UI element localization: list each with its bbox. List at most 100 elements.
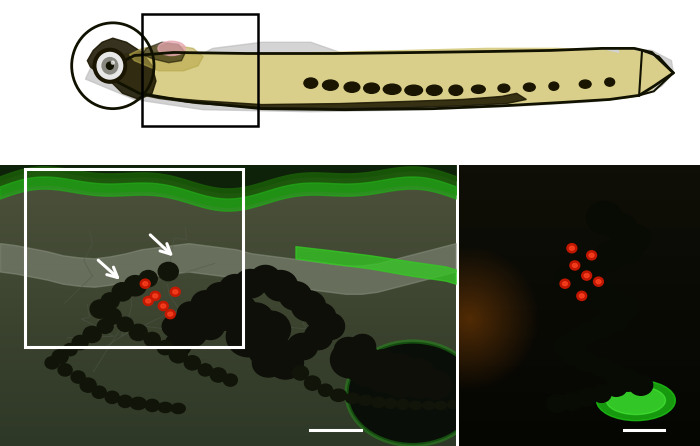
Ellipse shape	[304, 376, 321, 390]
Polygon shape	[85, 48, 673, 112]
Ellipse shape	[90, 300, 110, 318]
Ellipse shape	[591, 357, 612, 377]
Ellipse shape	[251, 265, 281, 292]
Ellipse shape	[384, 398, 397, 409]
Ellipse shape	[468, 397, 477, 405]
Ellipse shape	[570, 272, 599, 300]
Ellipse shape	[291, 291, 326, 321]
Ellipse shape	[45, 357, 59, 369]
Ellipse shape	[580, 80, 591, 88]
Ellipse shape	[596, 289, 626, 315]
Polygon shape	[142, 42, 186, 63]
Ellipse shape	[330, 389, 346, 401]
Ellipse shape	[196, 313, 224, 339]
Ellipse shape	[223, 374, 237, 386]
Ellipse shape	[165, 310, 175, 319]
Ellipse shape	[610, 297, 638, 321]
Ellipse shape	[146, 299, 150, 303]
Ellipse shape	[580, 294, 584, 298]
Ellipse shape	[97, 53, 122, 79]
Ellipse shape	[576, 321, 601, 343]
Ellipse shape	[621, 225, 651, 251]
Ellipse shape	[553, 335, 577, 358]
Ellipse shape	[112, 283, 132, 301]
Ellipse shape	[449, 85, 463, 95]
Ellipse shape	[191, 291, 219, 317]
Ellipse shape	[224, 295, 256, 323]
Ellipse shape	[563, 282, 568, 286]
Ellipse shape	[629, 375, 652, 395]
Ellipse shape	[304, 78, 318, 88]
Ellipse shape	[560, 279, 570, 288]
Ellipse shape	[165, 332, 191, 357]
Ellipse shape	[524, 83, 536, 91]
Ellipse shape	[592, 384, 611, 402]
Ellipse shape	[606, 378, 627, 396]
Polygon shape	[642, 0, 700, 64]
Ellipse shape	[145, 399, 159, 412]
Ellipse shape	[226, 316, 270, 357]
Ellipse shape	[382, 363, 419, 397]
Ellipse shape	[97, 319, 113, 334]
Ellipse shape	[423, 401, 435, 409]
Polygon shape	[144, 93, 526, 109]
Ellipse shape	[158, 340, 174, 355]
Polygon shape	[193, 42, 340, 61]
Ellipse shape	[153, 294, 158, 298]
Polygon shape	[88, 38, 156, 99]
Ellipse shape	[567, 244, 577, 253]
Ellipse shape	[72, 335, 88, 350]
Ellipse shape	[305, 303, 335, 329]
Ellipse shape	[158, 402, 172, 413]
Ellipse shape	[330, 342, 370, 378]
Ellipse shape	[587, 202, 622, 234]
Ellipse shape	[386, 354, 416, 380]
Ellipse shape	[237, 303, 274, 335]
Ellipse shape	[234, 269, 267, 298]
Ellipse shape	[335, 338, 363, 362]
Ellipse shape	[599, 306, 629, 332]
Ellipse shape	[346, 393, 360, 403]
Ellipse shape	[546, 394, 568, 413]
Ellipse shape	[562, 392, 582, 410]
Ellipse shape	[577, 388, 596, 406]
Ellipse shape	[458, 399, 468, 408]
Ellipse shape	[304, 323, 332, 350]
Ellipse shape	[347, 354, 384, 386]
Ellipse shape	[150, 291, 160, 301]
Ellipse shape	[364, 83, 379, 93]
Ellipse shape	[253, 349, 284, 377]
Polygon shape	[620, 48, 673, 99]
Ellipse shape	[584, 273, 589, 277]
Ellipse shape	[596, 280, 601, 284]
Ellipse shape	[169, 347, 188, 363]
Ellipse shape	[549, 82, 559, 90]
Ellipse shape	[605, 78, 615, 86]
Polygon shape	[458, 220, 622, 339]
Ellipse shape	[606, 386, 666, 414]
Ellipse shape	[270, 340, 302, 369]
Ellipse shape	[248, 331, 288, 368]
Bar	[25, 169, 244, 347]
Ellipse shape	[596, 241, 627, 269]
Ellipse shape	[177, 302, 203, 326]
Ellipse shape	[323, 80, 338, 90]
Ellipse shape	[582, 280, 614, 308]
Ellipse shape	[405, 85, 423, 95]
Ellipse shape	[575, 351, 598, 372]
Ellipse shape	[358, 395, 372, 405]
Ellipse shape	[372, 397, 386, 408]
Ellipse shape	[158, 41, 186, 56]
Ellipse shape	[402, 368, 435, 398]
Ellipse shape	[144, 332, 160, 347]
Ellipse shape	[603, 363, 626, 383]
Ellipse shape	[555, 266, 582, 291]
Ellipse shape	[71, 371, 85, 383]
Ellipse shape	[448, 401, 458, 409]
Ellipse shape	[435, 401, 447, 409]
Ellipse shape	[568, 258, 596, 285]
Ellipse shape	[170, 287, 181, 297]
Ellipse shape	[498, 84, 510, 92]
Ellipse shape	[344, 82, 360, 92]
Ellipse shape	[198, 364, 212, 376]
